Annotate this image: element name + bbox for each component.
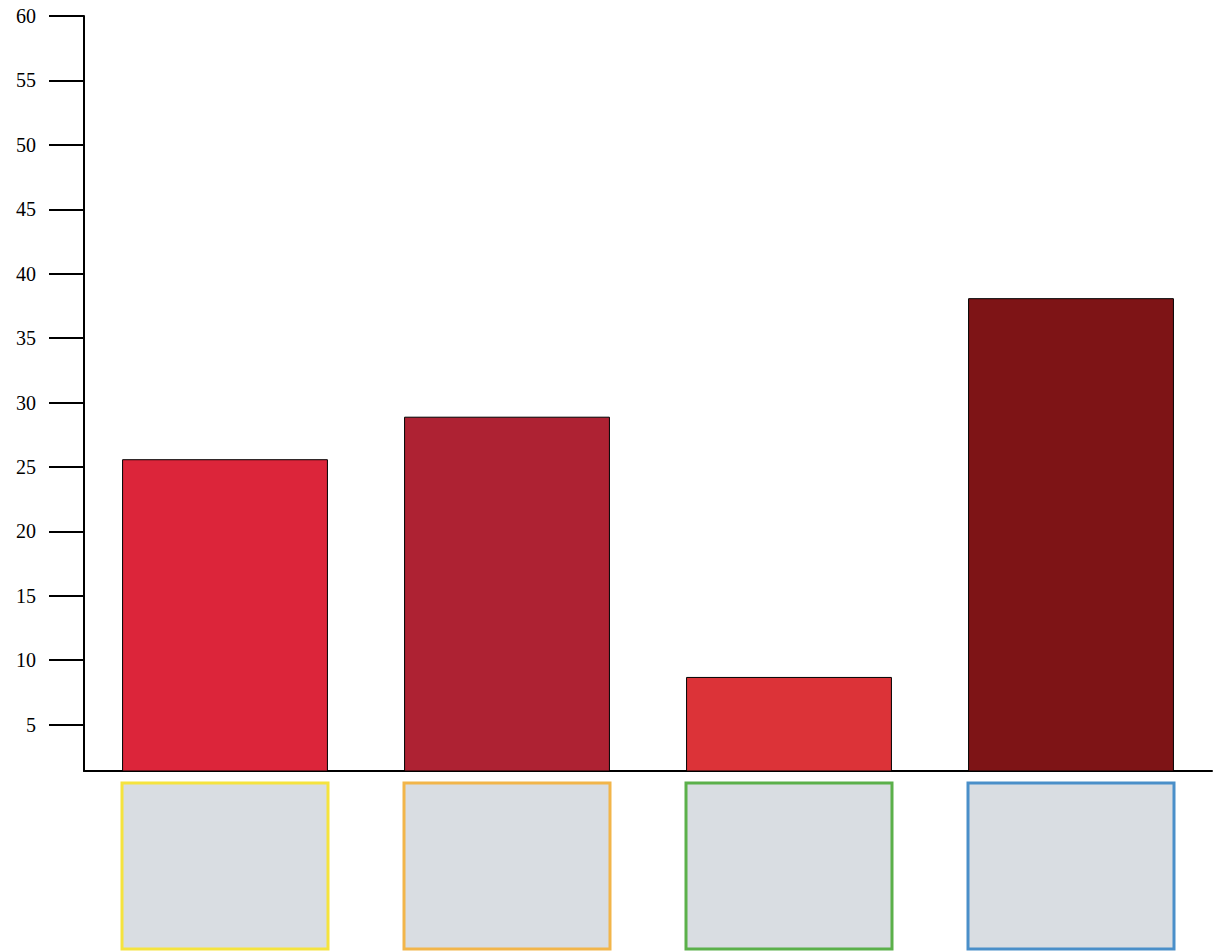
svg-text:5: 5 (26, 714, 36, 736)
svg-text:20: 20 (16, 520, 36, 542)
svg-text:15: 15 (16, 585, 36, 607)
svg-text:50: 50 (16, 134, 36, 156)
svg-text:35: 35 (16, 327, 36, 349)
svg-text:25: 25 (16, 456, 36, 478)
svg-text:30: 30 (16, 392, 36, 414)
svg-text:40: 40 (16, 263, 36, 285)
svg-text:55: 55 (16, 69, 36, 91)
svg-text:10: 10 (16, 649, 36, 671)
svg-text:45: 45 (16, 198, 36, 220)
svg-text:60: 60 (16, 5, 36, 27)
